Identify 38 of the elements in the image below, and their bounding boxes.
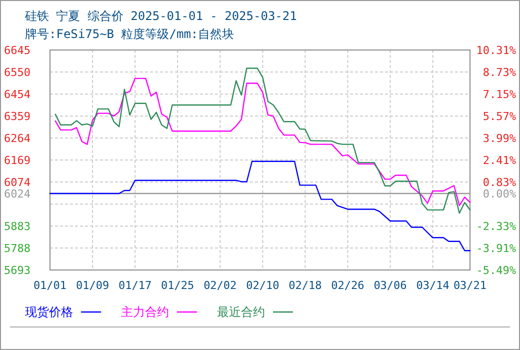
y2-tick-label: -2.33% [476, 220, 516, 233]
y2-tick-label: 8.73% [482, 66, 516, 79]
title: 硅铁 宁夏 综合价 2025-01-01 - 2025-03-21 [25, 9, 297, 23]
y2-tick-label: 0.00% [482, 188, 516, 201]
y-tick-label: 6264 [4, 132, 31, 146]
x-tick-label: 01/09 [76, 279, 110, 292]
y-tick-label: 6024 [4, 188, 31, 201]
y-tick-label: 6550 [4, 66, 30, 79]
x-tick-label: 02/18 [288, 279, 322, 292]
x-tick-label: 02/02 [204, 279, 237, 292]
x-tick-label: 01/25 [161, 279, 194, 292]
legend-label: 最近合约 [217, 305, 265, 319]
x-tick-label: 02/10 [246, 279, 280, 292]
x-tick-label: 03/06 [374, 279, 407, 292]
y-tick-label: 6359 [4, 110, 30, 124]
y-tick-label: 5788 [4, 242, 30, 256]
y-tick-label: 6169 [4, 154, 30, 167]
legend-label: 主力合约 [121, 305, 169, 319]
y-tick-label: 6074 [4, 176, 31, 189]
y-tick-label: 5883 [4, 220, 30, 234]
y2-tick-label: 0.83% [482, 176, 516, 189]
x-tick-label: 03/21 [453, 279, 487, 292]
y2-tick-label: -5.49% [476, 264, 516, 277]
y2-tick-label: 3.99% [482, 132, 516, 145]
y2-tick-label: 7.15% [482, 88, 516, 101]
y2-tick-label: -3.91% [476, 242, 516, 255]
x-tick-label: 01/01 [33, 279, 67, 292]
y-tick-label: 6645 [4, 44, 30, 57]
y-tick-label: 6454 [4, 88, 31, 102]
legend-label: 现货价格 [25, 305, 73, 319]
x-tick-label: 03/14 [416, 279, 450, 292]
y-tick-label: 5693 [4, 264, 30, 277]
y2-tick-label: 5.57% [482, 110, 516, 123]
x-tick-label: 01/17 [118, 279, 152, 292]
y2-tick-label: 2.41% [482, 154, 516, 167]
subtitle: 牌号:FeSi75~B 粒度等级/mm:自然块 [25, 27, 234, 41]
y2-tick-label: 10.31% [476, 44, 516, 57]
x-tick-label: 02/26 [331, 279, 364, 292]
